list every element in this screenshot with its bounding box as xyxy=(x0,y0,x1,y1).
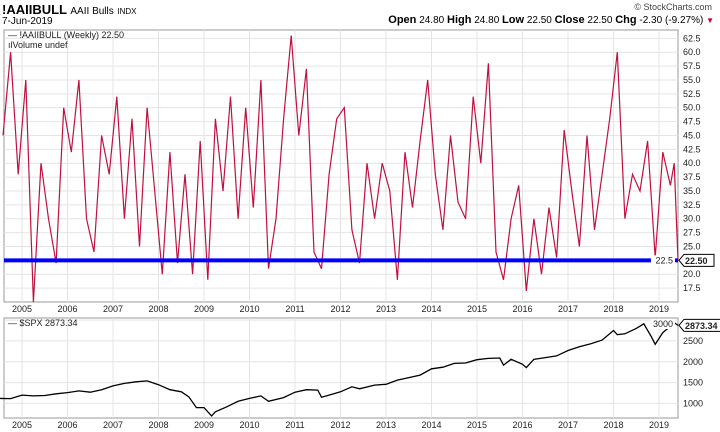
x-tick-label: 2017 xyxy=(558,304,578,314)
y-tick-label: 1000 xyxy=(683,398,703,408)
exchange: INDX xyxy=(117,7,137,16)
close-value: 22.50 xyxy=(587,15,613,26)
last-value-tag: 22.50 xyxy=(678,253,715,267)
x-tick-label: 2011 xyxy=(285,304,304,314)
last-value-label: 22.50 xyxy=(685,256,708,266)
last-value-box xyxy=(678,318,720,332)
y-tick-label: 30.0 xyxy=(683,214,701,224)
x-tick-label: 2013 xyxy=(376,420,396,430)
x-tick-label: 2017 xyxy=(558,420,578,430)
x-tick-label: 2011 xyxy=(285,420,304,430)
ohlc-readout: Open 24.80 High 24.80 Low 22.50 Close 22… xyxy=(388,14,714,26)
open-value: 24.80 xyxy=(419,15,445,26)
x-tick-label: 2006 xyxy=(57,420,77,430)
y-tick-label: 17.5 xyxy=(683,283,701,293)
down-arrow-icon: ▼ xyxy=(706,16,714,25)
chart-date: 7-Jun-2019 xyxy=(2,16,53,27)
x-tick-label: 2012 xyxy=(330,304,350,314)
y-tick-label: 45.0 xyxy=(683,130,701,140)
y-tick-label-bg xyxy=(651,255,675,266)
symbol-name: AAII Bulls xyxy=(70,6,114,17)
x-tick-label: 2019 xyxy=(649,304,669,314)
x-tick-label: 2013 xyxy=(376,304,396,314)
y-tick-label: 62.5 xyxy=(683,33,701,43)
high-label: High xyxy=(447,14,472,26)
y-tick-label: 60.0 xyxy=(683,47,701,57)
x-tick-label: 2007 xyxy=(103,420,123,430)
legend-label: — $SPX 2873.34 xyxy=(8,318,78,328)
last-value-label: 2873.34 xyxy=(685,321,718,331)
x-tick-label: 2019 xyxy=(649,420,669,430)
legend-volume: ılVolume undef xyxy=(8,40,68,50)
brand: © StockCharts.com xyxy=(634,2,712,12)
y-tick-label: 27.5 xyxy=(683,228,701,238)
y-tick-label: 2000 xyxy=(683,357,703,367)
low-value: 22.50 xyxy=(526,15,552,26)
y-tick-label: 52.5 xyxy=(683,89,701,99)
legend-label: — !AAIIBULL (Weekly) 22.50 xyxy=(8,30,124,40)
x-tick-label: 2012 xyxy=(330,420,350,430)
x-tick-label: 2015 xyxy=(467,304,487,314)
low-label: Low xyxy=(502,14,525,26)
y-tick-label: 57.5 xyxy=(683,61,701,71)
series-line xyxy=(2,35,679,303)
y-tick-label: 2500 xyxy=(683,336,703,346)
y-tick-label-bg xyxy=(651,319,675,329)
x-tick-label: 2010 xyxy=(239,420,259,430)
chg-value: -2.30 (-9.27%) xyxy=(639,15,704,26)
x-tick-label: 2006 xyxy=(57,304,77,314)
x-tick-label: 2016 xyxy=(512,304,532,314)
x-tick-label: 2005 xyxy=(12,304,32,314)
last-value-box xyxy=(678,253,715,267)
symbol: !AAIIBULL xyxy=(2,2,67,17)
chg-label: Chg xyxy=(615,14,637,26)
y-tick-label: 22.5 xyxy=(655,255,673,265)
y-tick-label: 47.5 xyxy=(683,117,701,127)
last-value-tag: 2873.34 xyxy=(678,318,720,332)
x-tick-label: 2018 xyxy=(603,420,623,430)
x-tick-label: 2009 xyxy=(194,304,214,314)
x-tick-label: 2010 xyxy=(239,304,259,314)
y-tick-label: 20.0 xyxy=(683,269,701,279)
x-tick-label: 2005 xyxy=(12,420,32,430)
x-tick-label: 2008 xyxy=(148,420,168,430)
y-tick-label: 3000 xyxy=(653,319,673,329)
x-tick-label: 2018 xyxy=(603,304,623,314)
x-tick-label: 2014 xyxy=(421,420,441,430)
x-tick-label: 2008 xyxy=(148,304,168,314)
open-label: Open xyxy=(388,14,417,26)
high-value: 24.80 xyxy=(474,15,500,26)
y-tick-label: 42.5 xyxy=(683,144,701,154)
close-label: Close xyxy=(554,14,585,26)
y-tick-label: 32.5 xyxy=(683,200,701,210)
y-tick-label: 25.0 xyxy=(683,241,701,251)
y-tick-label: 55.0 xyxy=(683,75,701,85)
x-tick-label: 2007 xyxy=(103,304,123,314)
x-tick-label: 2015 xyxy=(467,420,487,430)
y-tick-label: 37.5 xyxy=(683,172,701,182)
y-tick-label: 1500 xyxy=(683,378,703,388)
y-tick-label: 35.0 xyxy=(683,186,701,196)
chart-title: !AAIIBULL AAII Bulls INDX xyxy=(2,2,137,17)
x-tick-label: 2009 xyxy=(194,420,214,430)
y-tick-label: 50.0 xyxy=(683,103,701,113)
x-tick-label: 2016 xyxy=(512,420,532,430)
x-tick-label: 2014 xyxy=(421,304,441,314)
y-tick-label: 40.0 xyxy=(683,158,701,168)
series-line xyxy=(0,321,679,417)
